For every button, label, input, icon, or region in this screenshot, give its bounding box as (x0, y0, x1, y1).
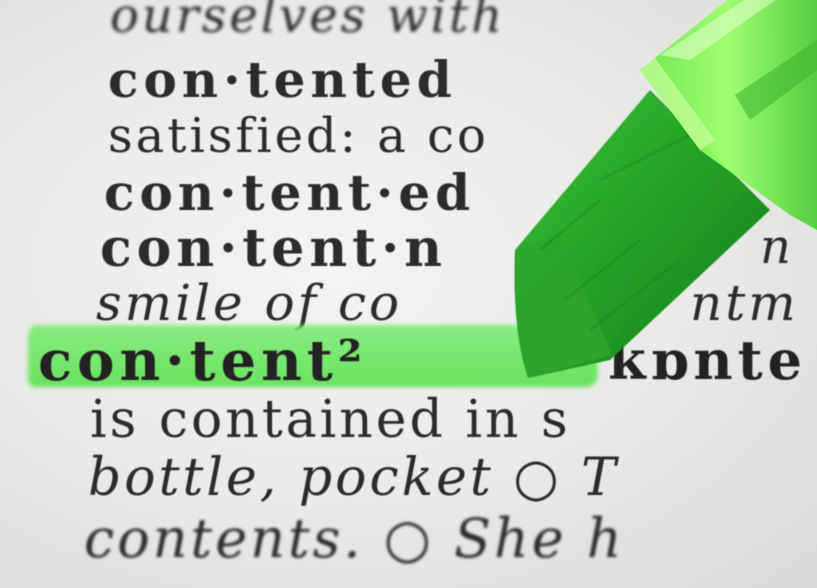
text-line-bottle: bottle, pocket ○ T (88, 448, 619, 508)
pronunciation-fragment: ˈkɒnte (588, 328, 807, 392)
highlighted-headword-content: con·tent² (38, 328, 368, 394)
text-line-smile: smile of co (96, 274, 403, 332)
headword-contentment: con·tent·n (100, 218, 448, 279)
highlighter-stroke (28, 325, 598, 387)
headword-contented-adverb: con·tent·ed (104, 163, 476, 222)
text-line-contents: contents. ○ She h (84, 507, 625, 570)
text-line-ourselves: ourselves with (110, 0, 506, 44)
headword-contented: con·tented (108, 50, 457, 109)
text-line-satisfied: satisfied: a co (108, 108, 489, 164)
text-fragment-ntm: ntm (690, 274, 799, 332)
text-line-contained: is contained in s (90, 390, 571, 450)
text-fragment-n: n (760, 219, 794, 275)
